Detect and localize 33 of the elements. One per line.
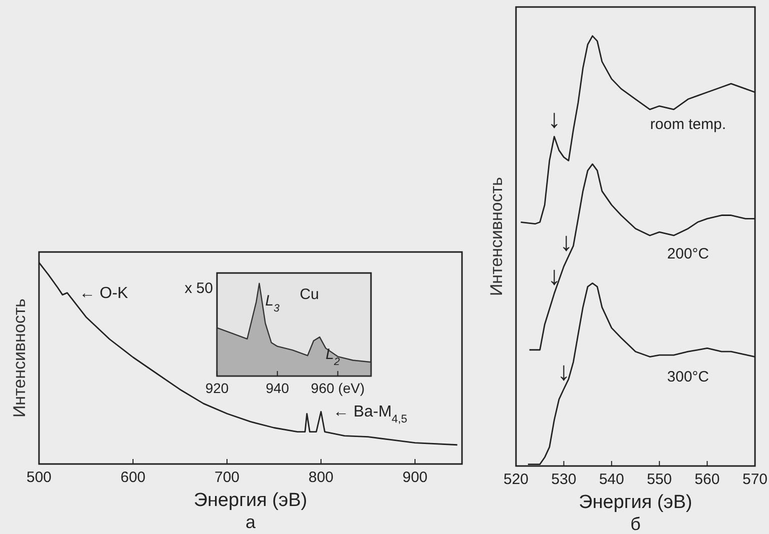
annotation: ↓	[557, 356, 570, 386]
y-axis-title: Интенсивность	[10, 298, 29, 418]
annotation: x 50	[184, 280, 213, 297]
x-axis-title: Энергия (эВ)	[194, 490, 308, 511]
annotation: L$_{3}$	[265, 292, 280, 314]
x-tick-label: 520	[503, 471, 529, 488]
annotation: ← O-K	[79, 284, 128, 302]
x-tick-label: 940	[266, 380, 290, 396]
series-label: 200°C	[667, 246, 710, 263]
x-tick-label: 550	[646, 471, 672, 488]
annotation: L$_{2}$	[326, 346, 340, 368]
text: а	[245, 512, 256, 532]
x-tick-label: 540	[599, 471, 624, 488]
annotation: ← Ba-M$_{4,5}$	[333, 404, 408, 426]
y-axis-title: Интенсивность	[487, 176, 506, 296]
x-tick-label: 500	[26, 469, 52, 486]
x-tick-label: 600	[120, 469, 146, 486]
x-tick-label: 530	[551, 471, 576, 488]
annotation: ↓	[548, 104, 561, 134]
x-tick-label: 920	[205, 380, 229, 396]
text: б	[630, 514, 641, 534]
x-tick-label: 560	[694, 471, 720, 488]
x-tick-label: 700	[214, 469, 240, 486]
annotation: Cu	[300, 286, 319, 303]
x-tick-label: 800	[308, 469, 334, 486]
x-tick-label: 960 (eV)	[310, 380, 365, 396]
x-tick-label: 570	[742, 471, 768, 488]
series-label: room temp.	[650, 116, 726, 134]
x-tick-label: 900	[402, 469, 428, 486]
series-label: 300°C	[667, 368, 710, 386]
annotation: ↓	[548, 260, 561, 291]
x-axis-title: Энергия (эВ)	[578, 492, 692, 513]
annotation: ↓	[560, 226, 573, 257]
